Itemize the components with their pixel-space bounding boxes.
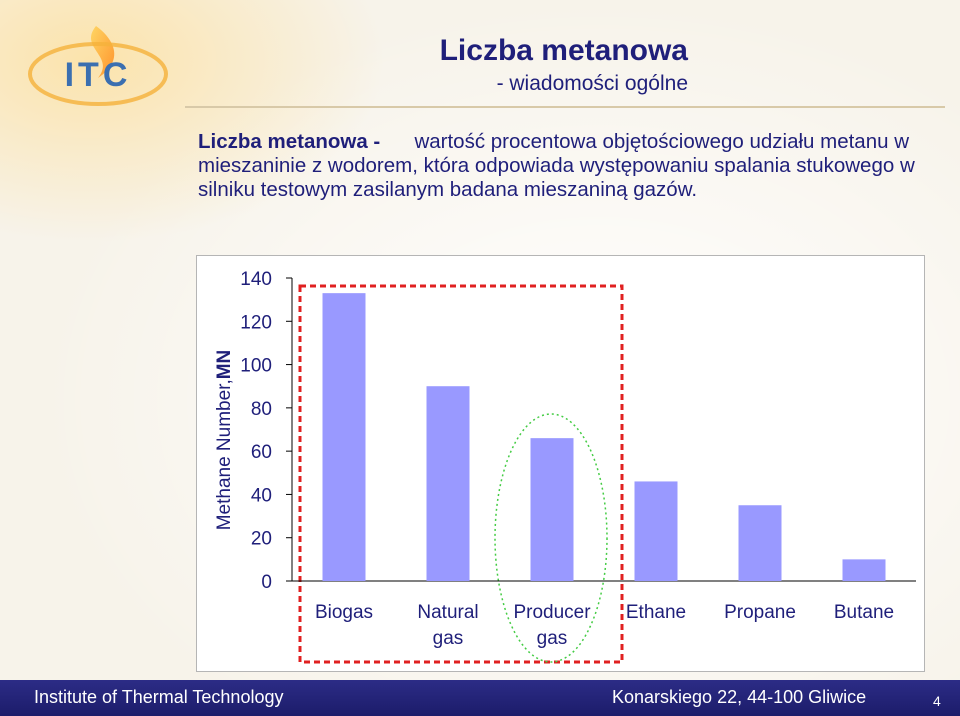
y-tick-label: 140 <box>240 269 272 290</box>
bar-5 <box>842 559 886 581</box>
x-tick-label-line: gas <box>433 628 464 649</box>
logo-text: ITC <box>65 56 132 94</box>
y-tick-label: 100 <box>240 356 272 377</box>
x-tick-label-line: Biogas <box>315 602 373 623</box>
x-tick-label-line: Natural <box>417 602 478 623</box>
logo-swoosh <box>28 42 168 106</box>
x-tick-label: Biogas <box>315 602 373 623</box>
footer-bar <box>0 680 960 716</box>
y-tick-label: 0 <box>261 572 272 593</box>
red-dashed-highlight <box>298 284 624 664</box>
x-tick-label-line: Producer <box>513 602 591 623</box>
itc-logo: ITC <box>28 26 168 106</box>
bar-3 <box>634 481 678 581</box>
flame-icon <box>91 26 115 78</box>
y-tick-label: 120 <box>240 312 272 333</box>
footer-address: Konarskiego 22, 44-100 Gliwice <box>612 687 867 707</box>
x-tick-label-line: Butane <box>834 602 894 623</box>
y-axis-label-unit: MN <box>214 350 235 380</box>
highlight-layer <box>298 284 624 664</box>
definition-term: Liczba metanowa - <box>198 130 381 153</box>
y-tick-label: 40 <box>251 485 272 506</box>
bar-2 <box>530 438 574 581</box>
x-tick-label-line: Ethane <box>626 602 686 623</box>
footer-institute: Institute of Thermal Technology <box>34 687 284 707</box>
x-tick-labels: Biogas Natural gas Producer gas Ethane Propane… <box>315 602 894 649</box>
x-tick-label-line: gas <box>537 628 568 649</box>
definition-text: wartość procentowa objętościowego udział… <box>198 130 915 201</box>
bar-0 <box>322 293 366 581</box>
title-divider <box>185 106 945 108</box>
x-tick-label: Natural gas <box>417 602 478 649</box>
x-tick-label: Producer gas <box>513 602 591 649</box>
x-tick-label: Propane <box>724 602 796 623</box>
x-tick-label: Ethane <box>626 602 686 623</box>
y-tick-label: 60 <box>251 442 272 463</box>
page-subtitle: - wiadomości ogólne <box>496 72 688 95</box>
x-tick-label: Butane <box>834 602 894 623</box>
y-axis-label-text: Methane Number, <box>214 379 235 530</box>
bars <box>322 293 886 581</box>
y-axis-label: Methane Number,MN <box>214 350 235 531</box>
x-tick-label-line: Propane <box>724 602 796 623</box>
page-number: 4 <box>933 693 941 709</box>
green-dotted-highlight <box>494 413 608 663</box>
y-tick-label: 20 <box>251 529 272 550</box>
y-tick-label: 80 <box>251 399 272 420</box>
definition-paragraph: Liczba metanowa - wartość procentowa obj… <box>198 130 948 202</box>
bar-4 <box>738 505 782 581</box>
y-axis: 0 20 40 60 80 100 120 140 <box>240 269 916 593</box>
bar-1 <box>426 386 470 581</box>
page-title: Liczba metanowa <box>439 34 688 67</box>
